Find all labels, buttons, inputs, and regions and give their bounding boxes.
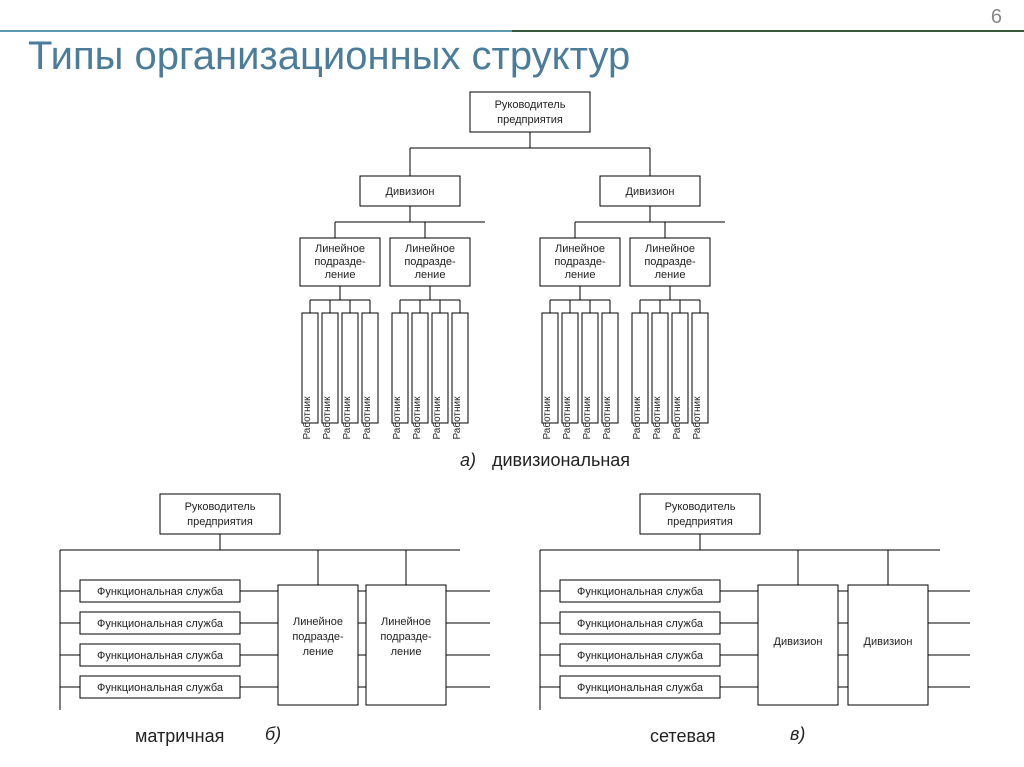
svg-text:ление: ление (415, 269, 446, 281)
svg-text:Работник: Работник (411, 396, 423, 440)
svg-text:дивизиональная: дивизиональная (492, 450, 630, 470)
svg-text:Работник: Работник (561, 396, 573, 440)
svg-text:Работник: Работник (321, 396, 333, 440)
svg-text:Линейное: Линейное (555, 243, 605, 255)
svg-text:Дивизион: Дивизион (774, 636, 823, 648)
svg-text:Работник: Работник (431, 396, 443, 440)
svg-text:Работник: Работник (601, 396, 613, 440)
figure-a-divisional: Руководитель предприятия Дивизион Дивизи… (280, 88, 780, 488)
svg-text:Работник: Работник (691, 396, 703, 440)
unit-2: Линейноеподразде-ление (390, 238, 470, 286)
svg-text:подразде-: подразде- (380, 631, 432, 643)
svg-text:Линейное: Линейное (405, 243, 455, 255)
svg-text:Работник: Работник (671, 396, 683, 440)
header-rule (0, 30, 1024, 31)
unit-3: Линейноеподразде-ление (540, 238, 620, 286)
svg-text:в): в) (790, 724, 805, 744)
svg-text:ление: ление (391, 646, 422, 658)
svg-text:Руководитель: Руководитель (665, 501, 736, 513)
svg-text:Дивизион: Дивизион (626, 186, 675, 198)
svg-text:Функциональная служба: Функциональная служба (97, 586, 224, 598)
svg-text:Дивизион: Дивизион (386, 186, 435, 198)
svg-text:Работник: Работник (651, 396, 663, 440)
svg-text:Функциональная служба: Функциональная служба (97, 650, 224, 662)
unit-4: Линейноеподразде-ление (630, 238, 710, 286)
svg-text:Функциональная служба: Функциональная служба (97, 618, 224, 630)
svg-text:подразде-: подразде- (404, 256, 456, 268)
svg-text:Работник: Работник (301, 396, 313, 440)
svg-text:Работник: Работник (391, 396, 403, 440)
svg-text:Линейное: Линейное (315, 243, 365, 255)
svg-text:Работник: Работник (631, 396, 643, 440)
svg-text:Работник: Работник (361, 396, 373, 440)
svg-text:Линейное: Линейное (381, 616, 431, 628)
svg-text:предприятия: предприятия (187, 516, 253, 528)
svg-text:ление: ление (655, 269, 686, 281)
svg-text:ление: ление (325, 269, 356, 281)
svg-text:предприятия: предприятия (497, 114, 563, 126)
svg-text:Функциональная служба: Функциональная служба (577, 682, 704, 694)
svg-text:Работник: Работник (341, 396, 353, 440)
figure-b-matrix: Руководитель предприятия Функциональная … (40, 490, 510, 750)
svg-text:Работник: Работник (451, 396, 463, 440)
slide-title: Типы организационных структур (28, 34, 630, 79)
svg-text:Дивизион: Дивизион (864, 636, 913, 648)
svg-text:Функциональная служба: Функциональная служба (577, 586, 704, 598)
svg-text:Руководитель: Руководитель (495, 99, 566, 111)
svg-text:подразде-: подразде- (644, 256, 696, 268)
svg-text:Линейное: Линейное (645, 243, 695, 255)
svg-text:Работник: Работник (581, 396, 593, 440)
svg-text:Функциональная служба: Функциональная служба (577, 618, 704, 630)
svg-text:матричная: матричная (135, 726, 224, 746)
svg-text:Функциональная служба: Функциональная служба (577, 650, 704, 662)
svg-text:Функциональная служба: Функциональная служба (97, 682, 224, 694)
page-number: 6 (991, 6, 1002, 29)
unit-1: Линейноеподразде-ление (300, 238, 380, 286)
svg-text:Работник: Работник (541, 396, 553, 440)
svg-text:ление: ление (303, 646, 334, 658)
svg-text:б): б) (265, 724, 281, 744)
svg-text:сетевая: сетевая (650, 726, 716, 746)
svg-text:подразде-: подразде- (292, 631, 344, 643)
svg-text:подразде-: подразде- (554, 256, 606, 268)
figure-c-network: Руководитель предприятия Функциональная … (520, 490, 990, 750)
svg-text:ление: ление (565, 269, 596, 281)
svg-text:предприятия: предприятия (667, 516, 733, 528)
svg-text:Линейное: Линейное (293, 616, 343, 628)
svg-text:а): а) (460, 450, 476, 470)
svg-text:Руководитель: Руководитель (185, 501, 256, 513)
svg-text:подразде-: подразде- (314, 256, 366, 268)
slide: 6 Типы организационных структур Руководи… (0, 0, 1024, 767)
